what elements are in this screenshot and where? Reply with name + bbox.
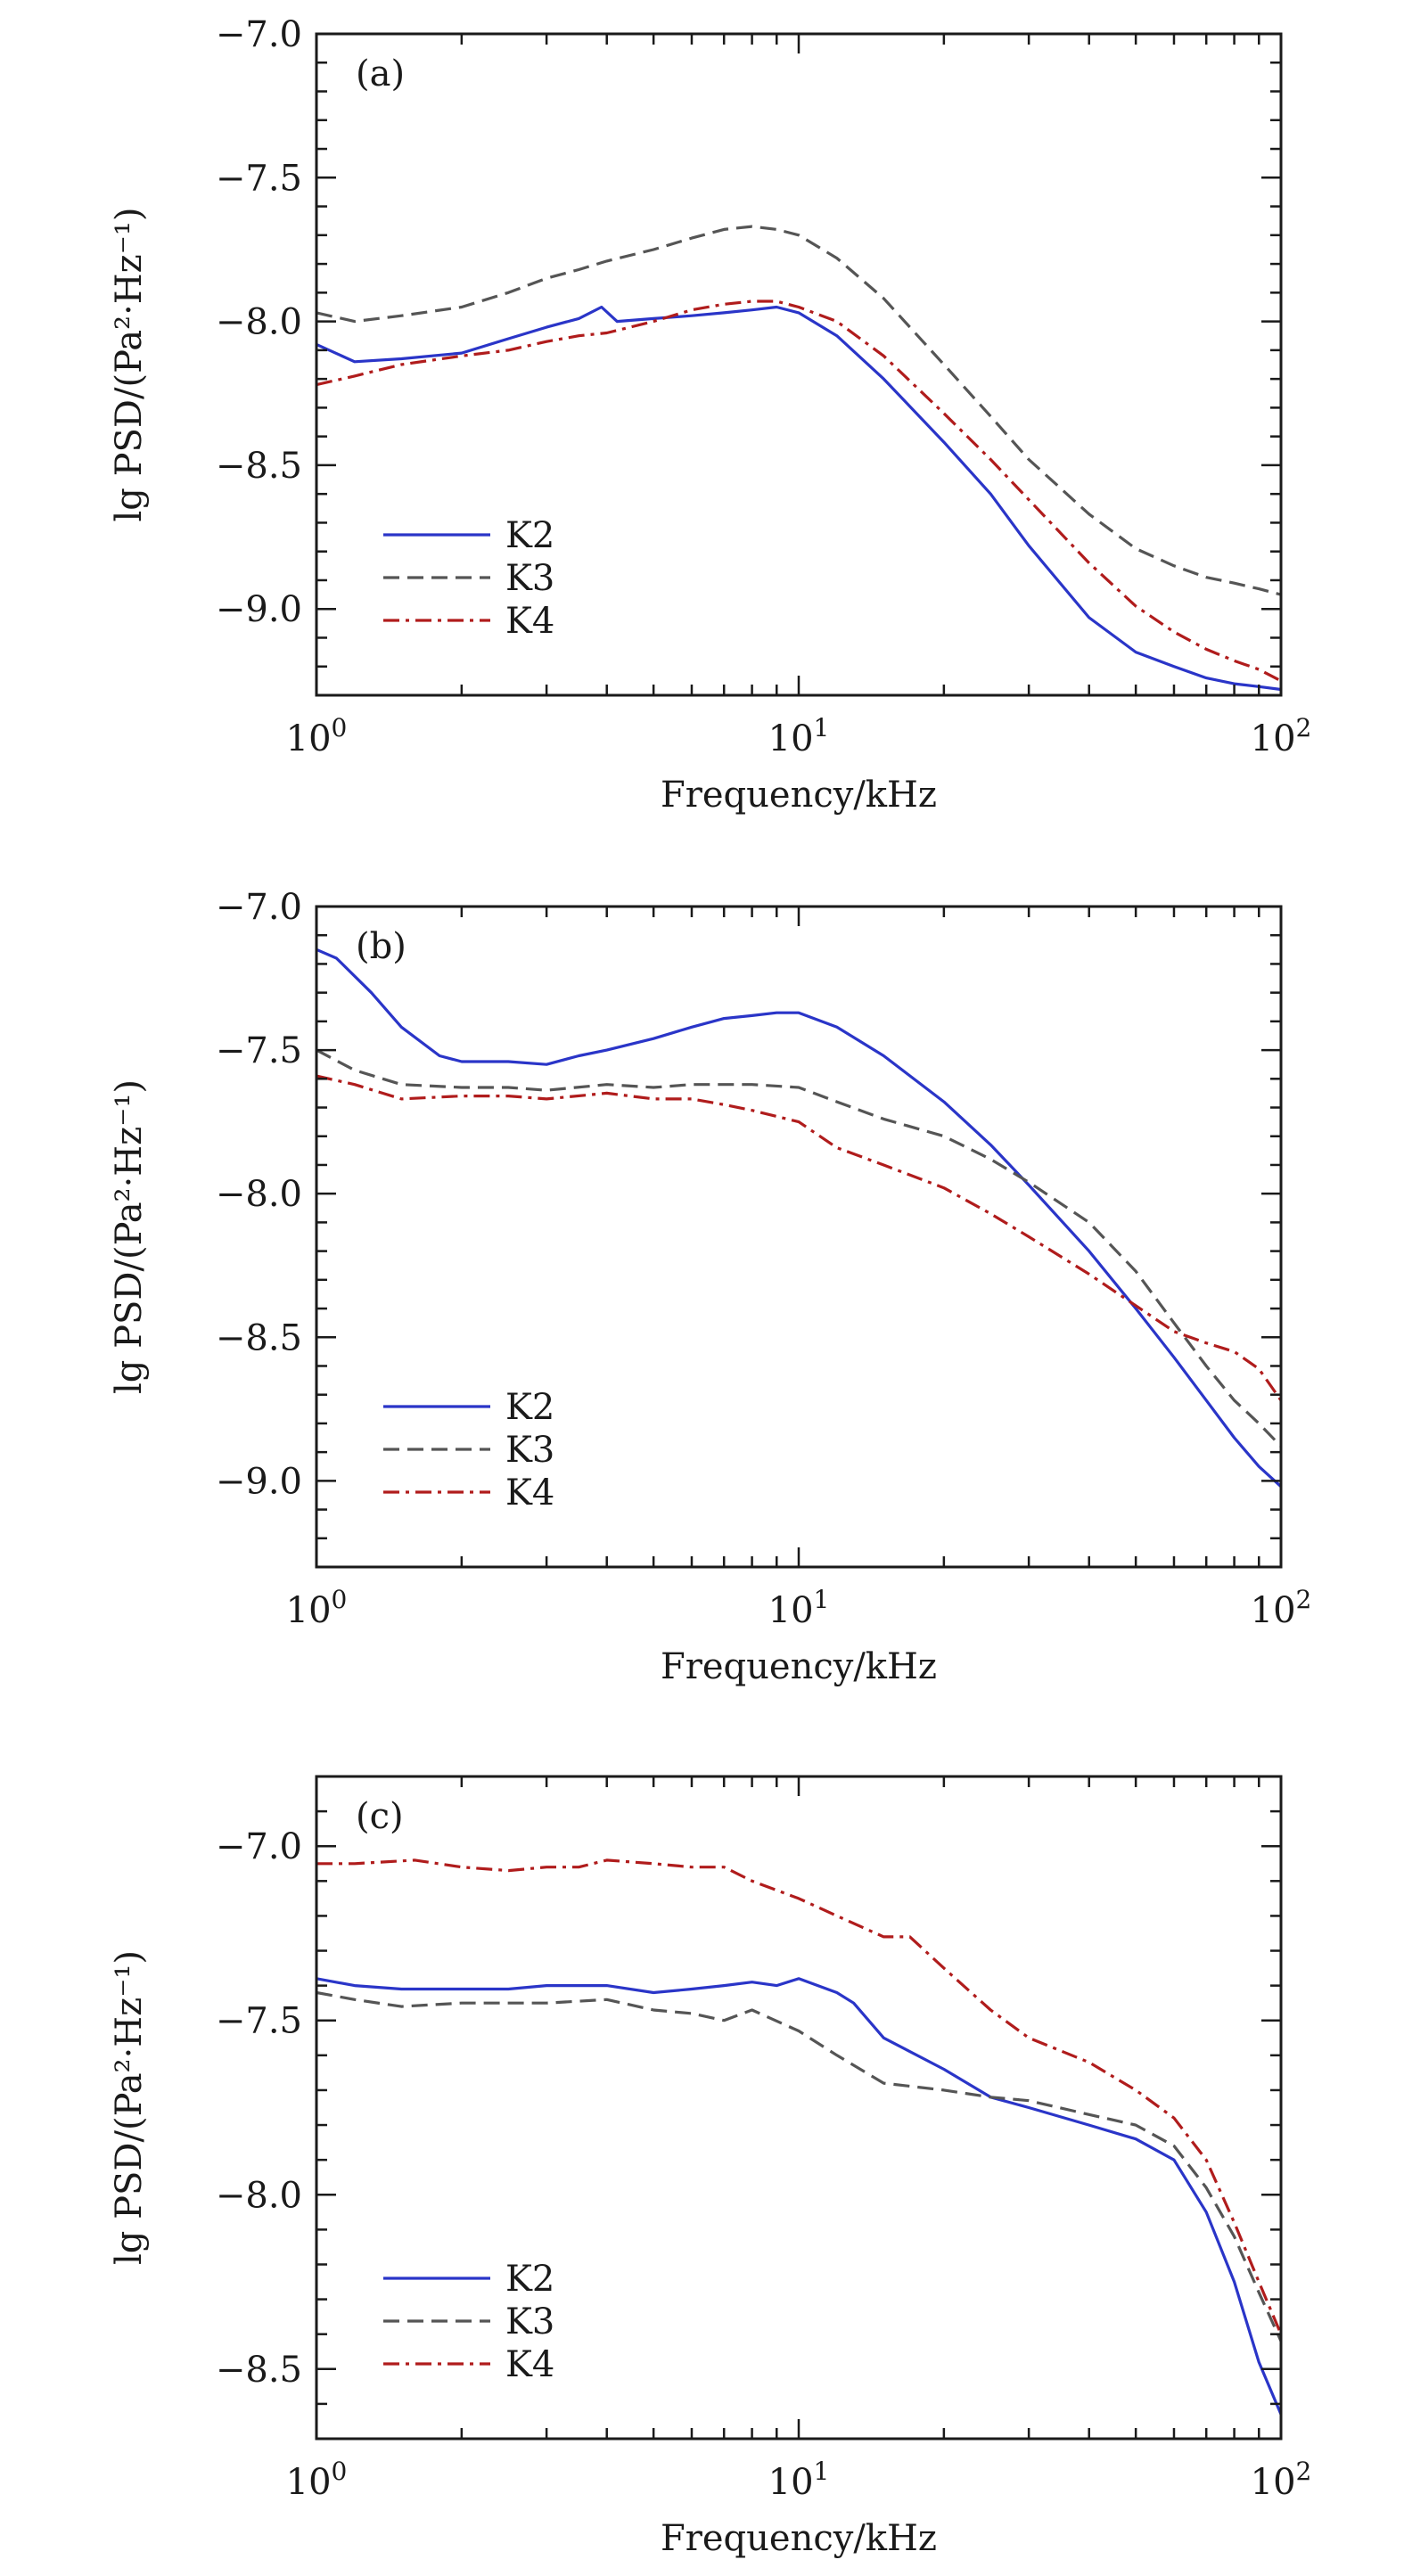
legend-label-k2: K2 xyxy=(505,515,554,556)
y-tick-label: −7.5 xyxy=(216,158,302,199)
legend-label-k3: K3 xyxy=(505,1430,554,1471)
series-line-k3 xyxy=(316,225,1281,596)
y-tick-label: −7.0 xyxy=(216,887,302,928)
y-axis-label: lg PSD/(Pa²·Hz⁻¹) xyxy=(109,1950,150,2265)
series-line-k4 xyxy=(316,1858,1281,2335)
legend-label-k4: K4 xyxy=(505,601,554,642)
x-axis-label: Frequency/kHz xyxy=(661,2518,937,2559)
series-line-k4 xyxy=(316,1074,1281,1402)
y-tick-label: −9.0 xyxy=(216,1461,302,1502)
legend-label-k2: K2 xyxy=(505,2259,554,2300)
series-line-k2 xyxy=(316,1977,1281,2416)
series-line-k3 xyxy=(316,1990,1281,2342)
x-tick-label: 101 xyxy=(768,2457,830,2503)
series-line-k4 xyxy=(316,299,1281,683)
chart-panel-1: 100 101 102 −7.0 −7.5 −8.0 −8.5 −9.0 (a) Frequenc… xyxy=(109,14,1311,816)
x-tick-label: 100 xyxy=(286,2457,348,2503)
y-tick-label: −8.0 xyxy=(216,2175,302,2216)
legend-label-k3: K3 xyxy=(505,2301,554,2342)
legend-label-k2: K2 xyxy=(505,1387,554,1428)
x-tick-label: 102 xyxy=(1251,1585,1312,1631)
x-tick-label: 102 xyxy=(1251,713,1312,759)
series-line-k2 xyxy=(316,305,1281,692)
panel-label: (b) xyxy=(356,926,406,967)
chart-panel-2: 100 101 102 −7.0 −7.5 −8.0 −8.5 −9.0 (b) Frequenc… xyxy=(109,887,1311,1687)
plot-frame xyxy=(315,1775,1283,2441)
y-axis-label: lg PSD/(Pa²·Hz⁻¹) xyxy=(109,1079,150,1394)
panel-label: (a) xyxy=(356,53,405,94)
y-axis-label: lg PSD/(Pa²·Hz⁻¹) xyxy=(109,207,150,521)
y-tick-label: −9.0 xyxy=(216,589,302,630)
y-tick-label: −7.0 xyxy=(216,1826,302,1867)
series-line-k3 xyxy=(316,1048,1281,1448)
y-tick-label: −8.5 xyxy=(216,446,302,487)
plot-frame xyxy=(315,905,1283,1569)
chart-panel-3: 100 101 102 −7.0 −7.5 −8.0 −8.5 (c) Frequency/kH… xyxy=(109,1775,1312,2559)
y-tick-label: −8.0 xyxy=(216,302,302,343)
x-tick-label: 100 xyxy=(286,713,348,759)
x-axis-label: Frequency/kHz xyxy=(661,775,937,816)
x-axis-label: Frequency/kHz xyxy=(661,1646,937,1687)
y-tick-label: −7.5 xyxy=(216,2001,302,2042)
series-line-k2 xyxy=(316,948,1281,1488)
y-tick-label: −8.5 xyxy=(216,1317,302,1358)
x-tick-label: 100 xyxy=(286,1585,348,1631)
x-tick-label: 102 xyxy=(1251,2457,1312,2503)
x-tick-label: 101 xyxy=(768,713,830,759)
y-tick-label: −8.0 xyxy=(216,1174,302,1215)
panel-label: (c) xyxy=(356,1796,404,1837)
plot-frame xyxy=(315,32,1283,697)
legend-label-k4: K4 xyxy=(505,1473,554,1514)
x-tick-label: 101 xyxy=(768,1585,830,1631)
y-tick-label: −7.5 xyxy=(216,1030,302,1071)
legend-label-k3: K3 xyxy=(505,558,554,599)
y-tick-label: −8.5 xyxy=(216,2350,302,2391)
legend-label-k4: K4 xyxy=(505,2344,554,2385)
y-tick-label: −7.0 xyxy=(216,14,302,55)
